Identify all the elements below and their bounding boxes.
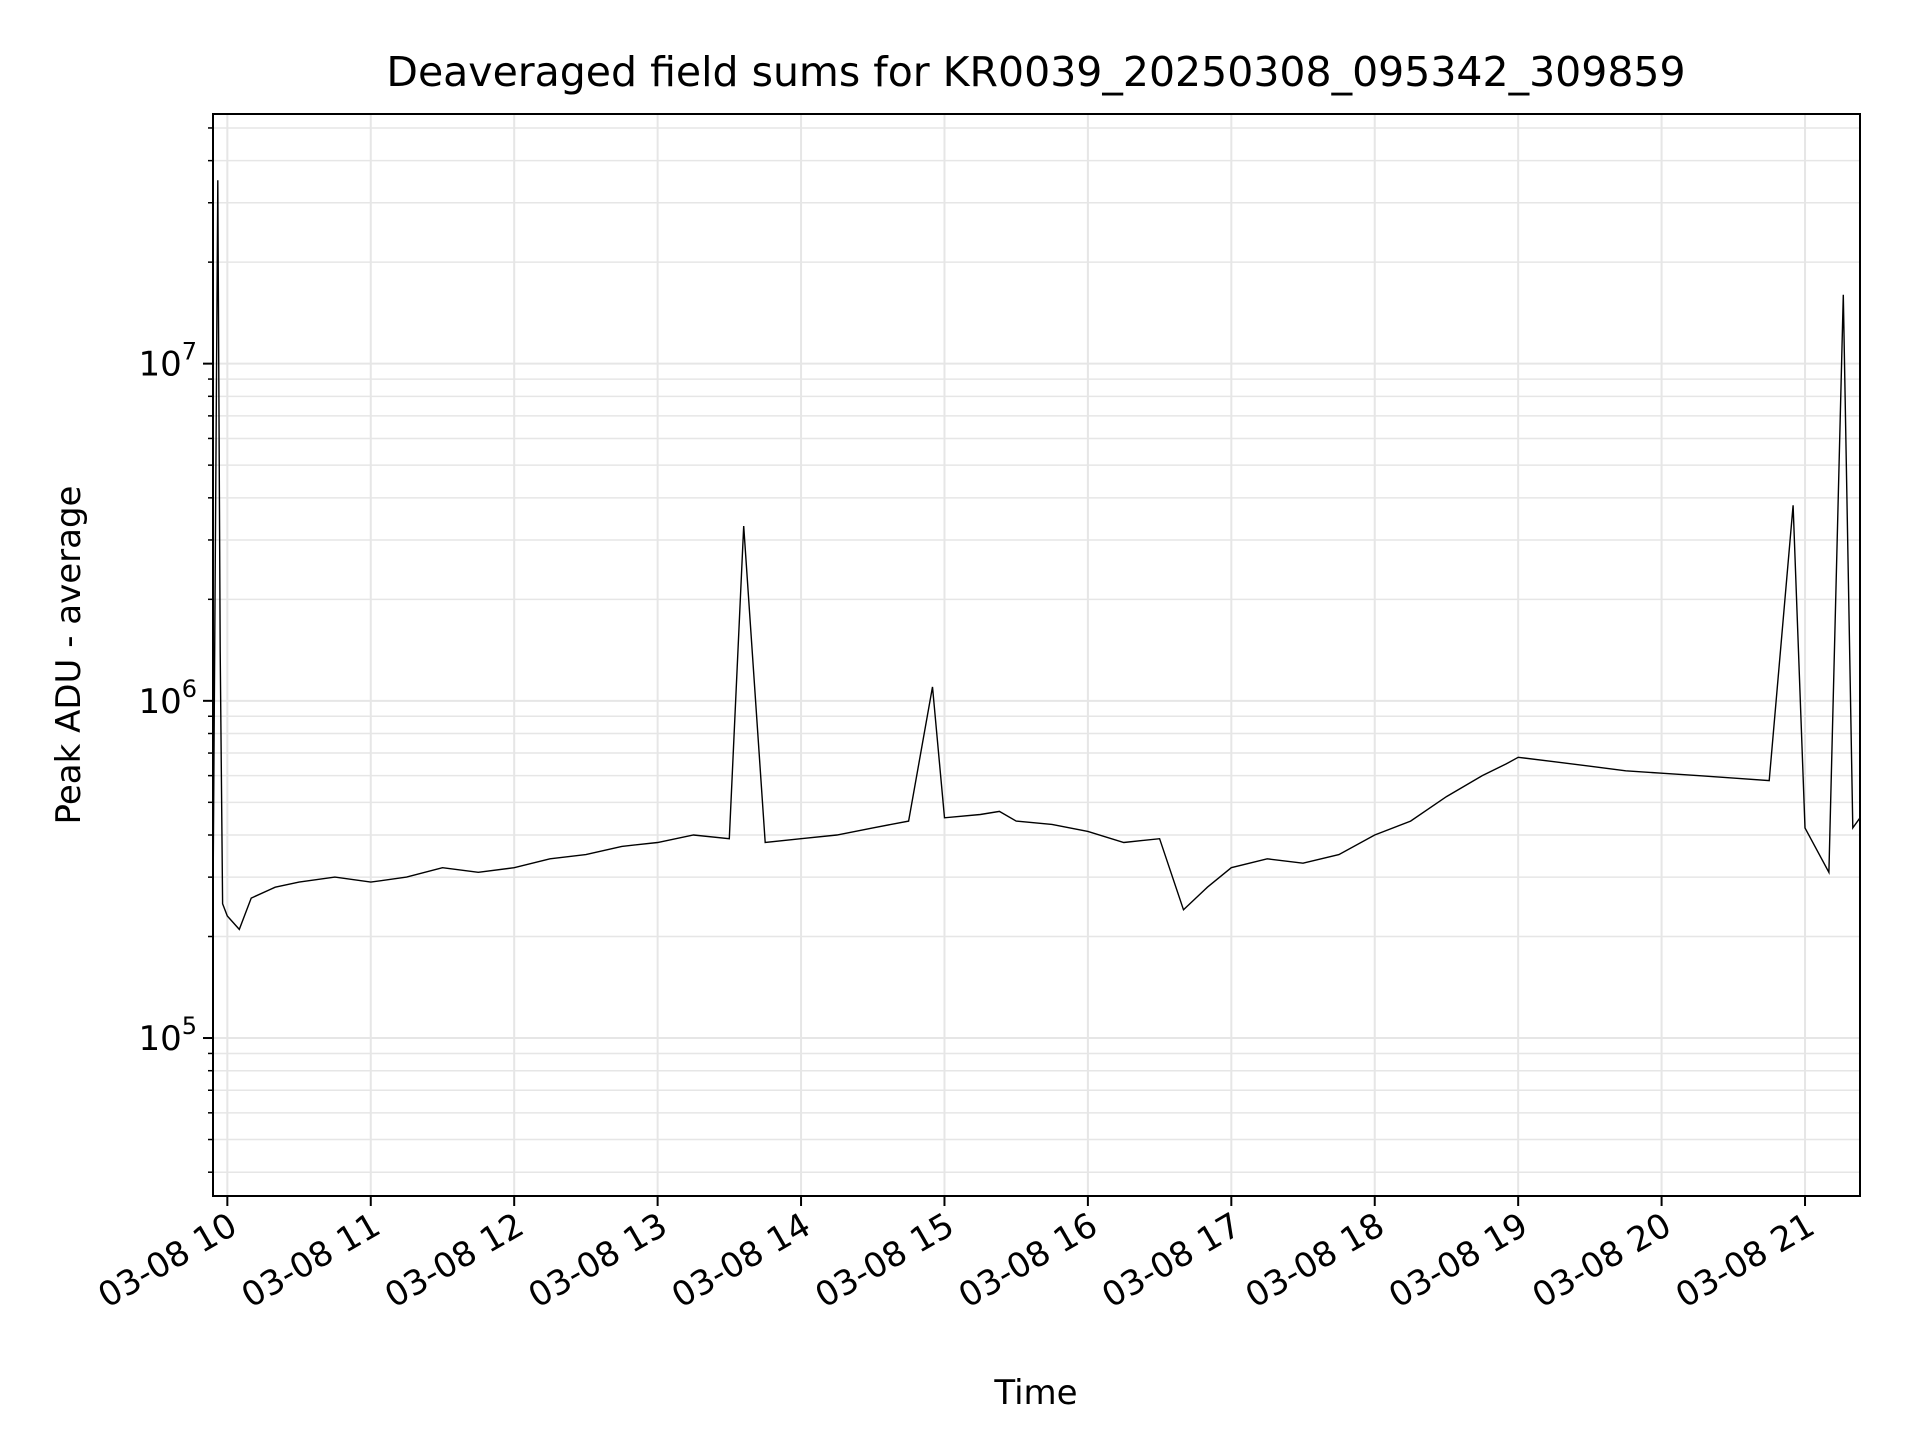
y-axis-label: Peak ADU - average: [49, 486, 89, 825]
plot-frame: [212, 113, 1861, 1197]
grid-lines: [213, 114, 1860, 1196]
y-tick-label: 107: [138, 338, 197, 385]
x-axis-label: Time: [993, 1373, 1077, 1413]
series-line-0: [212, 180, 1861, 931]
chart-title: Deaveraged field sums for KR0039_2025030…: [386, 48, 1685, 96]
y-tick-label: 105: [138, 1012, 197, 1059]
data-series: [212, 180, 1861, 931]
y-axis-ticks: 105 106 107: [138, 127, 213, 1173]
y-tick-label: 106: [138, 675, 197, 722]
